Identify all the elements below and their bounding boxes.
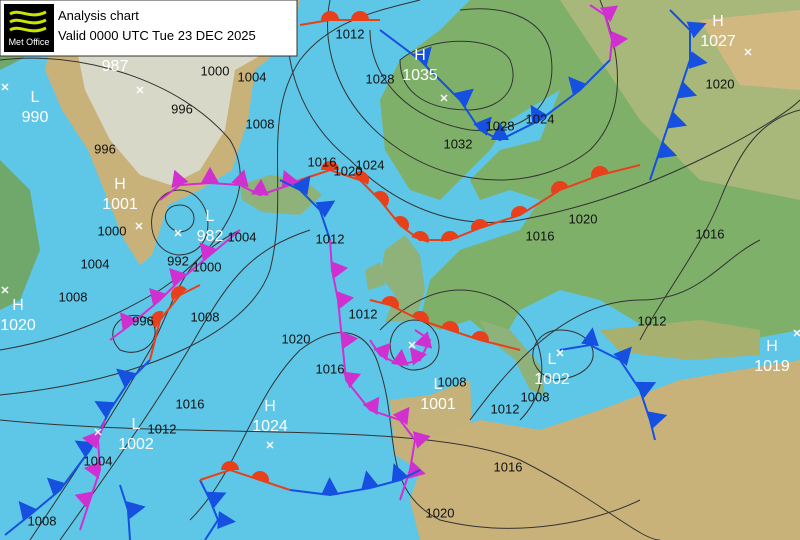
header: Met Office Analysis chart Valid 0000 UTC… [0, 0, 298, 57]
isobar-label: 1028 [366, 71, 395, 86]
center-mark [266, 441, 274, 449]
valid-time: Valid 0000 UTC Tue 23 DEC 2025 [58, 28, 256, 43]
fronts [4, 4, 708, 540]
center-mark [744, 48, 752, 56]
isobar-label: 1032 [444, 136, 473, 151]
center-pressure: 1001 [420, 396, 456, 413]
center-mark [94, 428, 102, 436]
center-type: L [31, 89, 40, 106]
chart-title: Analysis chart [58, 8, 139, 23]
center-pressure: 1035 [402, 67, 438, 84]
isobar-label: 1004 [81, 256, 110, 271]
isobar-label: 1008 [246, 116, 275, 131]
logo-text: Met Office [9, 37, 50, 47]
isobar-label: 1020 [282, 331, 311, 346]
center-mark [1, 83, 9, 91]
center-mark [408, 341, 416, 349]
isobar-label: 1020 [569, 211, 598, 226]
center-type: H [414, 47, 426, 64]
isobar-label: 1020 [706, 76, 735, 91]
center-pressure: 1027 [700, 33, 736, 50]
isobar-label: 1020 [426, 505, 455, 520]
isobar-label: 1012 [148, 421, 177, 436]
isobar-label: 1012 [336, 26, 365, 41]
isobar-label: 1012 [316, 231, 345, 246]
isobar-label: 1012 [638, 313, 667, 328]
logo-mark [9, 10, 47, 33]
center-pressure: 982 [197, 228, 224, 245]
isobar-label: 1004 [228, 229, 257, 244]
center-mark [135, 222, 143, 230]
isobar-label: 996 [171, 101, 193, 116]
isobar-label: 1024 [356, 157, 385, 172]
isobar-label: 1000 [98, 223, 127, 238]
center-pressure: 990 [22, 109, 49, 126]
center-type: L [132, 416, 141, 433]
pressure-centers: L990H1001L982H1020L1002H1024H1035H1027L1… [0, 13, 800, 453]
isobar-label: 1012 [491, 401, 520, 416]
isobar-label: 1016 [316, 361, 345, 376]
isobar-label: 1004 [238, 69, 267, 84]
center-type: L [206, 208, 215, 225]
center-mark [136, 86, 144, 94]
isobar-label: 1016 [696, 226, 725, 241]
isobar-label: 1008 [521, 389, 550, 404]
isobar-label: 1000 [201, 63, 230, 78]
center-pressure: 1002 [118, 436, 154, 453]
isobar-label: 996 [94, 141, 116, 156]
center-mark [793, 329, 800, 337]
isobar-label: 1008 [59, 289, 88, 304]
isobar-label: 1020 [334, 163, 363, 178]
center-type: H [114, 176, 126, 193]
center-mark [1, 286, 9, 294]
center-pressure: 1001 [102, 196, 138, 213]
isobar-label: 1012 [349, 306, 378, 321]
isobar-label: 996 [132, 313, 154, 328]
isobar-label: 1008 [28, 513, 57, 528]
center-type: H [766, 338, 778, 355]
center-type: L [548, 351, 557, 368]
center-type: H [712, 13, 724, 30]
isobar-label: 1008 [191, 309, 220, 324]
isobar-label: 1028 [486, 118, 515, 133]
isobar-label: 1008 [438, 374, 467, 389]
center-type: L [434, 376, 443, 393]
center-type: H [12, 297, 24, 314]
center-type: H [264, 398, 276, 415]
isobar-labels: 1012 1000 1004 996 1008 996 1000 1004 1008 992 100… [28, 26, 735, 528]
isobar-label: 1024 [526, 111, 555, 126]
center-mark [440, 94, 448, 102]
isobar-label: 1016 [308, 154, 337, 169]
isobar-label: 1016 [494, 459, 523, 474]
center-pressure: 1002 [534, 371, 570, 388]
center-pressure: 1024 [252, 418, 288, 435]
center-pressure: 1020 [0, 317, 36, 334]
isobar-label: 1016 [526, 228, 555, 243]
center-pressure: 1019 [754, 358, 790, 375]
center-mark [174, 229, 182, 237]
isobar-label: 1004 [84, 453, 113, 468]
center-mark [556, 349, 564, 357]
center-pressure: 987 [102, 58, 129, 75]
isobar-label: 992 [167, 253, 189, 268]
isobar-label: 1000 [193, 259, 222, 274]
isobar-label: 1016 [176, 396, 205, 411]
